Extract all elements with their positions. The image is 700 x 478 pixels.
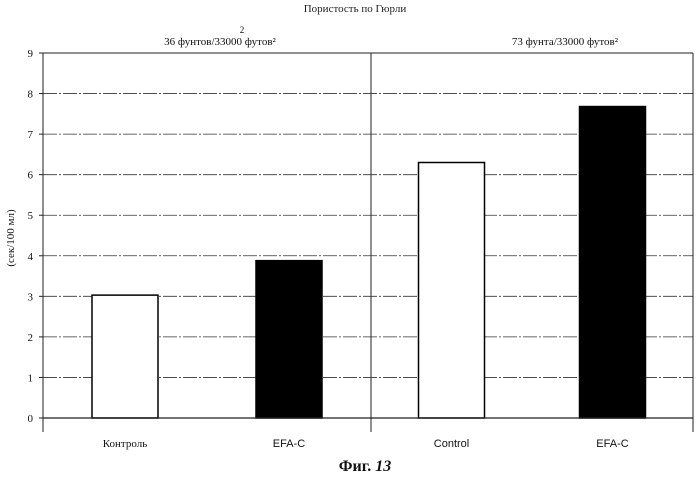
y-tick-label: 6 (28, 170, 34, 182)
chart-title: Пористость по Гюрли (304, 3, 407, 15)
bars (92, 107, 646, 418)
x-tick-label: EFA-C (273, 438, 305, 450)
x-tick-label: Control (434, 438, 469, 450)
x-tick-labels: Контроль EFA-C Control EFA-C (103, 438, 629, 450)
bar-1-2 (256, 261, 322, 418)
y-tick-label: 0 (28, 413, 34, 425)
figure-caption-number: 13 (375, 458, 391, 475)
y-tick-label: 9 (28, 48, 34, 60)
group-label-2: 73 фунта/33000 футов² (512, 36, 619, 48)
bar-1-1 (92, 295, 158, 418)
y-tick-label: 1 (28, 372, 34, 384)
y-tick-label: 4 (28, 251, 34, 263)
y-tick-labels: 0 1 2 3 4 5 6 7 8 9 (28, 48, 44, 425)
group-label-1-extra: 2 (240, 25, 245, 35)
y-tick-label: 3 (28, 291, 34, 303)
x-tick-label: Контроль (103, 438, 147, 450)
figure-caption-prefix: Фиг. (339, 458, 371, 475)
y-tick-label: 2 (28, 332, 34, 344)
bar-2-1 (419, 163, 485, 419)
x-tick-label: EFA-C (596, 438, 628, 450)
group-label-1: 36 фунтов/33000 футов² (164, 36, 276, 48)
y-tick-label: 8 (28, 89, 34, 101)
bar-2-2 (580, 107, 646, 418)
y-tick-label: 5 (28, 210, 34, 222)
y-tick-label: 7 (28, 129, 34, 141)
figure-caption: Фиг.13 (339, 458, 391, 475)
y-axis-label: (сек/100 мл) (5, 209, 17, 267)
